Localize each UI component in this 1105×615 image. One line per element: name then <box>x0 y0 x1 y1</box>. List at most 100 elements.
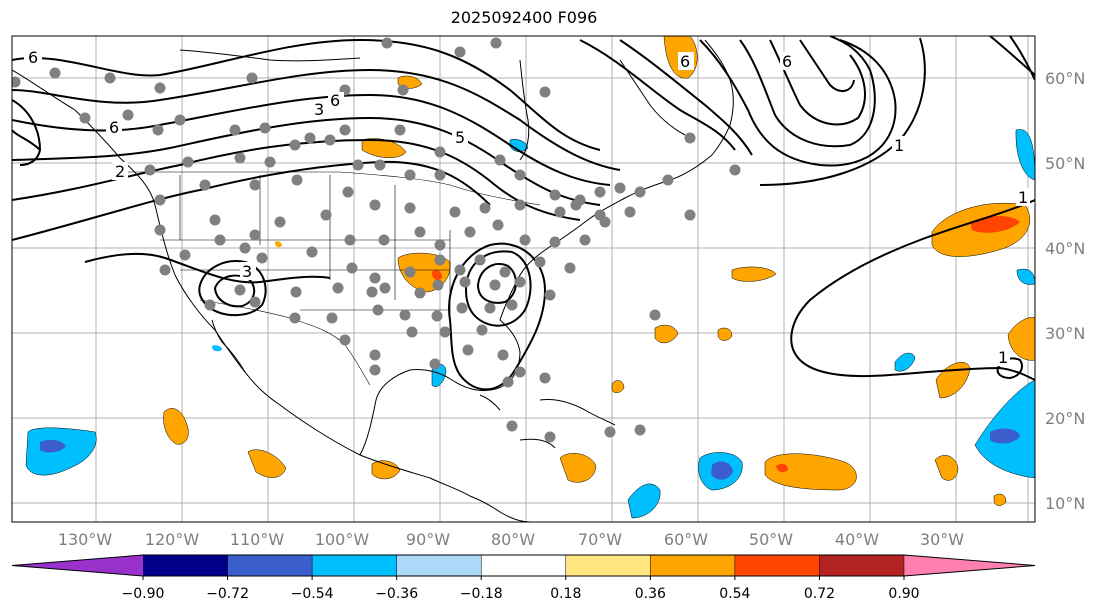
station-dot <box>104 72 116 84</box>
colorbar-segment <box>734 555 820 576</box>
shade-region <box>731 266 777 282</box>
latitude-label: 10°N <box>1045 494 1085 513</box>
contour-labels: 6 6 2 3 3 5 6 1 1 1 6 6 <box>24 48 1030 367</box>
colorbar-tick-label: −0.90 <box>122 586 165 602</box>
station-dot <box>604 426 616 438</box>
colorbar-segment <box>227 555 313 576</box>
station-dot <box>506 420 518 432</box>
colorbar-segment <box>396 555 482 576</box>
station-dot <box>614 182 626 194</box>
shaded-anomalies <box>25 36 1035 519</box>
longitude-label: 130°W <box>58 530 113 549</box>
station-dot <box>239 242 251 254</box>
colorbar-segment <box>143 555 229 576</box>
station-dot <box>346 262 358 274</box>
station-dot <box>404 266 416 278</box>
colorbar-tick-label: 0.72 <box>804 586 835 602</box>
station-dot <box>492 219 504 231</box>
colorbar-tick-label: 0.54 <box>719 586 750 602</box>
station-dot <box>182 156 194 168</box>
station-dot <box>369 349 381 361</box>
shade-region <box>25 427 97 476</box>
station-dot <box>326 312 338 324</box>
shade-region <box>247 449 287 478</box>
station-dot <box>339 334 351 346</box>
station-dot <box>234 284 246 296</box>
longitude-label: 40°W <box>835 530 879 549</box>
longitude-label: 120°W <box>145 530 200 549</box>
station-dot <box>484 302 496 314</box>
station-dot <box>344 234 356 246</box>
station-dot <box>456 302 468 314</box>
station-dot <box>204 299 216 311</box>
station-dot <box>624 206 636 218</box>
station-dot <box>234 152 246 164</box>
station-dot <box>159 264 171 276</box>
shade-region <box>611 380 625 393</box>
station-dot <box>549 236 561 248</box>
latitude-label: 40°N <box>1045 239 1085 258</box>
station-dot <box>352 159 364 171</box>
station-dot <box>79 112 91 124</box>
contour-label: 3 <box>314 100 324 119</box>
station-dot <box>634 424 646 436</box>
shade-region <box>371 460 401 480</box>
station-dot <box>464 226 476 238</box>
station-dot <box>502 376 514 388</box>
station-dot <box>454 46 466 58</box>
shade-region <box>654 324 679 344</box>
station-dot <box>599 216 611 228</box>
station-dot <box>449 206 461 218</box>
station-dot <box>634 186 646 198</box>
station-dot <box>649 309 661 321</box>
station-markers <box>12 37 741 443</box>
station-dot <box>179 249 191 261</box>
graticule <box>12 36 1035 522</box>
station-dot <box>684 209 696 221</box>
station-dot <box>454 264 466 276</box>
shade-region <box>990 428 1020 444</box>
station-dot <box>414 226 426 238</box>
contour-label: 5 <box>455 128 465 147</box>
colorbar-segment <box>819 555 905 576</box>
station-dot <box>434 239 446 251</box>
station-dot <box>570 199 582 211</box>
station-dot <box>494 154 506 166</box>
longitude-label: 80°W <box>491 530 535 549</box>
station-dot <box>514 276 526 288</box>
shade-region <box>1007 317 1035 361</box>
station-dot <box>499 266 511 278</box>
contour-label: 6 <box>330 91 340 110</box>
station-dot <box>432 279 444 291</box>
longitude-label: 90°W <box>406 530 450 549</box>
colorbar-extend-low <box>12 555 143 576</box>
longitude-label: 30°W <box>920 530 964 549</box>
station-dot <box>249 229 261 241</box>
coastlines <box>12 39 734 522</box>
station-dot <box>514 366 526 378</box>
station-dot <box>144 164 156 176</box>
station-dot <box>154 194 166 206</box>
contour-label: 1 <box>998 348 1008 367</box>
station-dot <box>259 122 271 134</box>
station-dot <box>554 206 566 218</box>
station-dot <box>564 262 576 274</box>
longitude-label: 70°W <box>578 530 622 549</box>
shade-region <box>559 453 597 483</box>
station-dot <box>369 364 381 376</box>
shade-region <box>212 345 222 352</box>
station-dot <box>431 310 443 322</box>
station-dot <box>369 199 381 211</box>
shade-region <box>40 439 66 453</box>
station-dot <box>246 72 258 84</box>
station-dot <box>152 124 164 136</box>
station-dot <box>290 286 302 298</box>
station-dot <box>476 324 488 336</box>
shade-region <box>627 483 661 519</box>
contour-label: 6 <box>782 52 792 71</box>
station-dot <box>378 234 390 246</box>
station-dot <box>369 272 381 284</box>
map-title: 2025092400 F096 <box>450 8 598 27</box>
station-dot <box>381 37 393 49</box>
